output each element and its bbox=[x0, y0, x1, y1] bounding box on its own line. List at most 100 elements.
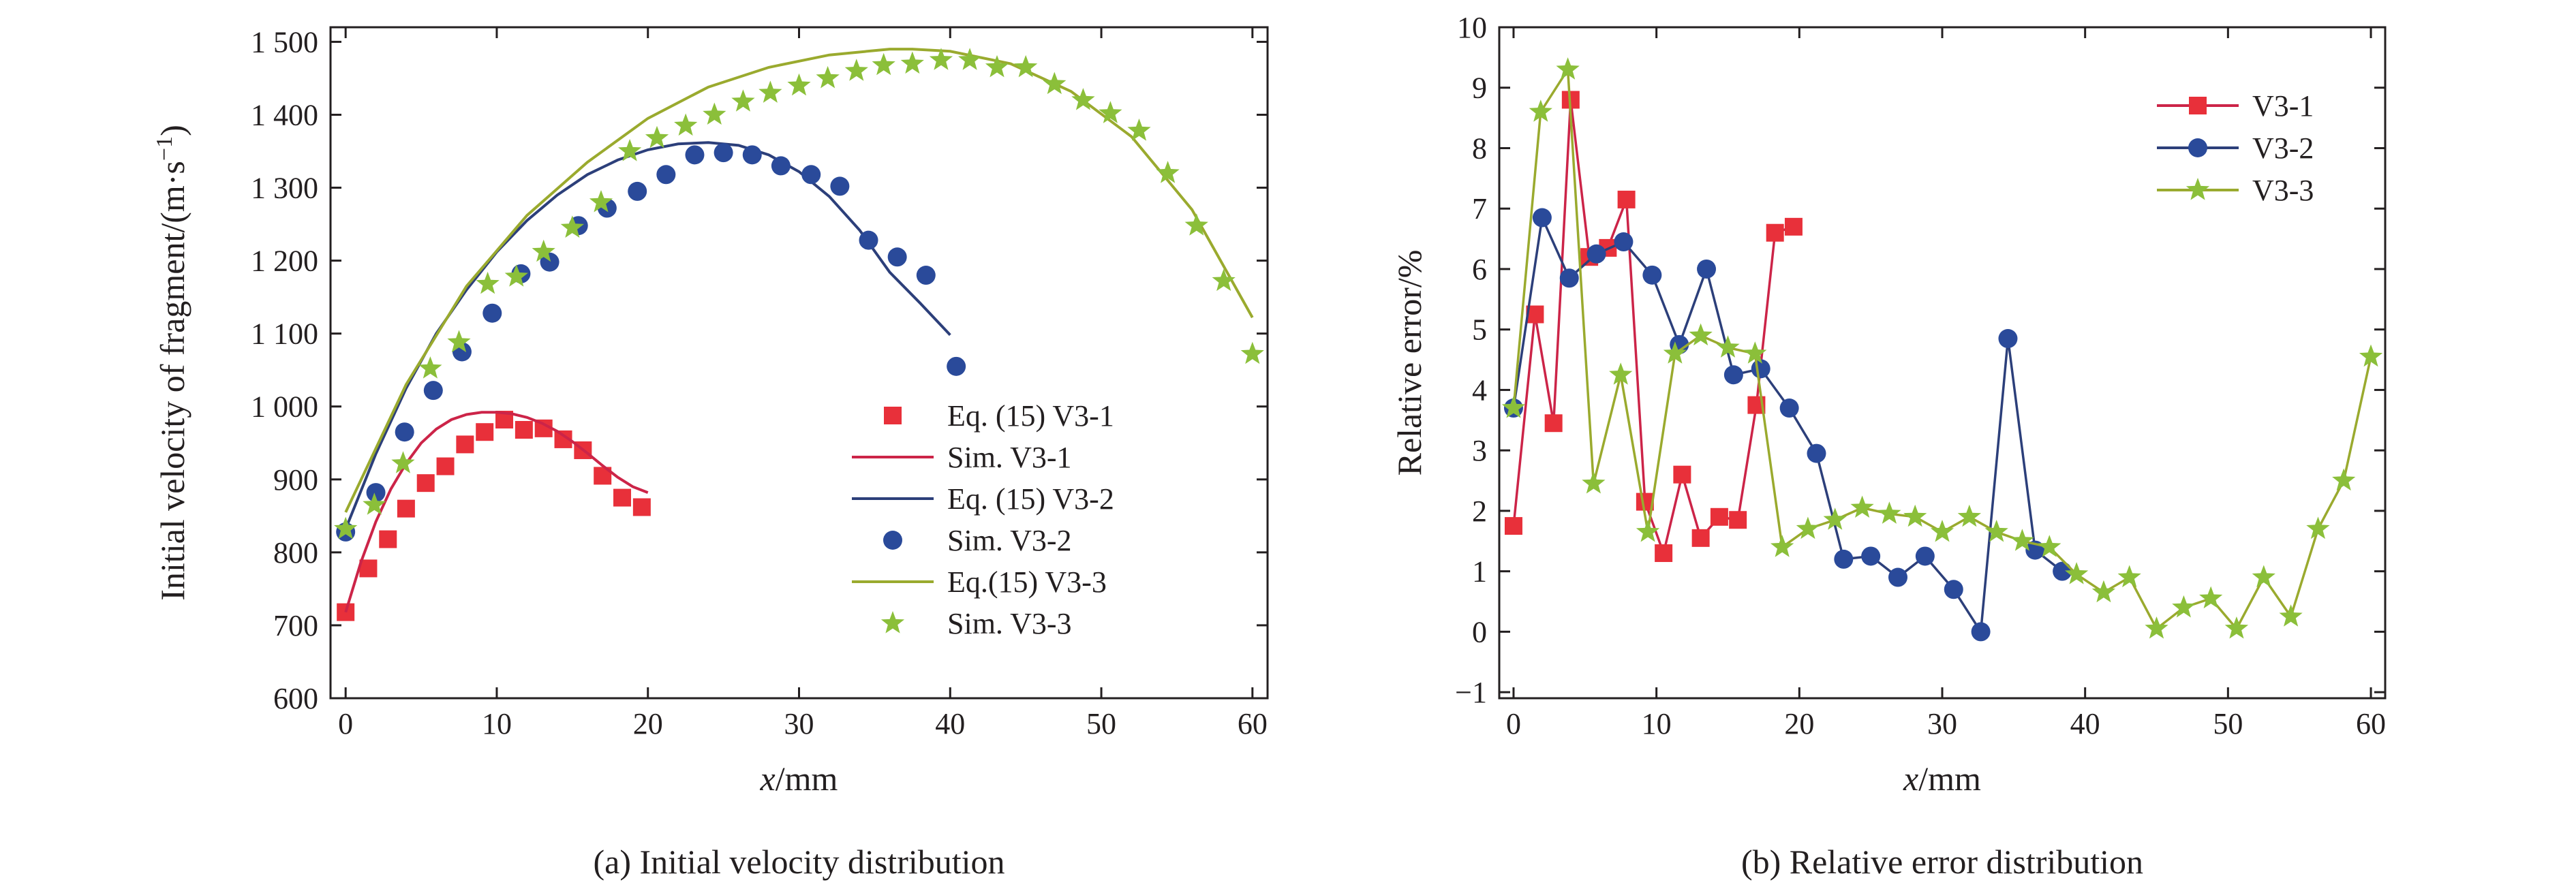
data-point-v33 bbox=[1127, 119, 1151, 141]
data-point-v33 bbox=[1850, 495, 1874, 518]
data-point-v33 bbox=[758, 80, 782, 103]
data-point-v31 bbox=[416, 474, 435, 493]
figure-caption: (b) Relative error distribution bbox=[1741, 843, 2143, 881]
y-tick-label: 1 bbox=[1472, 555, 1487, 589]
data-point-v33 bbox=[900, 51, 924, 74]
y-tick-label: 1 400 bbox=[251, 98, 318, 131]
data-point-v33 bbox=[2224, 616, 2249, 639]
x-tick-label: 60 bbox=[2356, 707, 2386, 740]
data-point-v33 bbox=[2065, 562, 2089, 584]
x-axis-label: x/mm bbox=[760, 760, 838, 798]
x-tick-label: 30 bbox=[1927, 707, 1957, 740]
y-tick-label: 1 000 bbox=[251, 390, 318, 424]
data-point-v33 bbox=[787, 73, 811, 96]
data-point-v33 bbox=[2117, 565, 2141, 588]
legend: V3-1 V3-2 V3-3 bbox=[2157, 89, 2314, 207]
y-tick-label: 900 bbox=[273, 463, 318, 497]
data-point-v31 bbox=[1766, 223, 1784, 242]
data-point-v33 bbox=[1743, 341, 1767, 364]
legend-label: V3-3 bbox=[2252, 174, 2314, 207]
data-point-v33 bbox=[2199, 586, 2223, 609]
data-point-v33 bbox=[2306, 516, 2330, 540]
y-axis-label-sup: −1 bbox=[152, 136, 177, 161]
data-point-v33 bbox=[1984, 520, 2008, 542]
data-point-v31 bbox=[436, 457, 455, 475]
data-point-v33 bbox=[532, 239, 555, 262]
y-tick-label: 4 bbox=[1472, 373, 1487, 407]
data-point-v33 bbox=[2279, 604, 2303, 627]
data-point-v32 bbox=[656, 165, 676, 185]
data-point-v32 bbox=[714, 143, 733, 163]
legend-marker-v33 bbox=[880, 611, 905, 634]
legend-label: Eq.(15) V3-3 bbox=[947, 565, 1107, 599]
y-axis-label-end: ) bbox=[153, 125, 191, 136]
data-point-v33 bbox=[1043, 72, 1067, 95]
y-tick-label: 7 bbox=[1472, 192, 1487, 225]
data-point-v33 bbox=[2038, 535, 2061, 557]
data-point-v32 bbox=[1614, 232, 1634, 252]
data-point-v32 bbox=[859, 230, 878, 250]
series-group bbox=[1501, 57, 2383, 642]
x-axis-var: x bbox=[760, 760, 776, 798]
data-point-v32 bbox=[1888, 567, 1907, 587]
legend-label: V3-2 bbox=[2252, 131, 2314, 165]
series-line-v31 bbox=[344, 411, 649, 613]
x-tick-label: 30 bbox=[784, 707, 814, 740]
data-point-v33 bbox=[618, 139, 642, 161]
y-axis-label-text: Initial velocity of fragment/(m·s bbox=[153, 161, 191, 601]
y-tick-label: 2 bbox=[1472, 495, 1487, 528]
data-point-v31 bbox=[476, 423, 494, 441]
x-tick-label: 20 bbox=[633, 707, 663, 740]
y-tick-label: 1 500 bbox=[251, 25, 318, 59]
data-point-v33 bbox=[1957, 504, 1981, 527]
legend-marker-v33 bbox=[2186, 178, 2210, 200]
data-point-v32 bbox=[742, 145, 762, 165]
data-point-v32 bbox=[1697, 259, 1717, 279]
data-point-v33 bbox=[447, 330, 471, 353]
data-point-v33 bbox=[1529, 99, 1552, 122]
data-point-v32 bbox=[1861, 546, 1881, 566]
data-point-v33 bbox=[2091, 580, 2116, 603]
data-point-v33 bbox=[504, 264, 528, 287]
x-tick-label: 10 bbox=[1642, 707, 1672, 740]
y-axis-label-text: Relative error/% bbox=[1390, 250, 1428, 476]
legend-marker-v32 bbox=[2188, 138, 2207, 157]
legend-label: Eq. (15) V3-2 bbox=[947, 482, 1114, 516]
legend-marker-v32 bbox=[883, 531, 902, 550]
series-group bbox=[334, 48, 1264, 621]
data-point-v31 bbox=[397, 499, 415, 518]
legend-label: Sim. V3-1 bbox=[947, 441, 1072, 474]
data-point-v33 bbox=[334, 516, 358, 540]
data-point-v33 bbox=[1014, 54, 1038, 78]
data-point-v33 bbox=[674, 113, 698, 136]
data-point-v33 bbox=[929, 48, 953, 70]
x-tick-label: 20 bbox=[1784, 707, 1814, 740]
data-point-v32 bbox=[1559, 268, 1579, 288]
y-axis-label: Relative error/% bbox=[1390, 250, 1428, 476]
series-line-v31 bbox=[1512, 99, 1794, 558]
data-point-v33 bbox=[1609, 362, 1633, 385]
data-point-v31 bbox=[1710, 507, 1728, 526]
chart-a: 0 10 20 30 40 50 60 600 700 800 900 1 000 1 100 1 200… bbox=[152, 25, 1269, 881]
data-point-v33 bbox=[1770, 535, 1794, 557]
data-point-v33 bbox=[1877, 501, 1901, 524]
y-tick-label: 6 bbox=[1472, 253, 1487, 286]
data-point-v31 bbox=[1504, 517, 1522, 535]
data-point-v32 bbox=[916, 266, 936, 285]
y-tick-label: 5 bbox=[1472, 313, 1487, 347]
data-point-v32 bbox=[628, 181, 647, 201]
x-tick-label: 40 bbox=[935, 707, 965, 740]
data-point-v32 bbox=[887, 247, 907, 267]
data-point-v32 bbox=[1642, 265, 1662, 285]
x-axis-var: x bbox=[1903, 760, 1918, 798]
data-point-v31 bbox=[1655, 544, 1673, 563]
y-tick-label: 600 bbox=[273, 682, 318, 715]
data-point-v33 bbox=[2145, 616, 2168, 639]
data-point-v31 bbox=[515, 421, 533, 439]
data-point-v32 bbox=[801, 165, 821, 185]
data-point-v33 bbox=[418, 356, 442, 379]
data-point-v31 bbox=[1617, 190, 1636, 208]
data-point-v32 bbox=[685, 145, 705, 165]
data-point-v32 bbox=[1971, 622, 1991, 642]
